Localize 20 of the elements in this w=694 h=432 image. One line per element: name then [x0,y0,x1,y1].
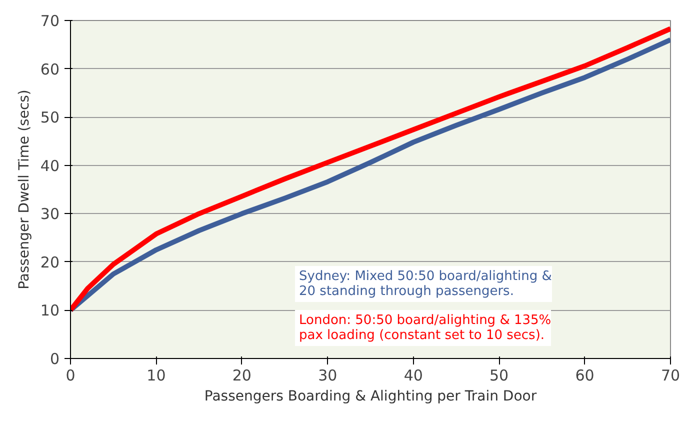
x-tick-label: 0 [66,366,76,384]
y-axis-title: Passenger Dwell Time (secs) [16,90,32,290]
x-tick-label: 60 [575,366,594,384]
y-tick-label: 10 [40,302,60,320]
y-tick-label: 50 [40,108,60,127]
text: London: 50:50 board/alighting & 135% pax loading (constant set to 10 secs). [299,312,552,345]
x-axis-title: Passengers Boarding & Alighting per Train Door [204,388,537,404]
x-tick-label: 40 [404,366,423,384]
x-tick-label: 30 [318,366,338,384]
y-tick-label: 0 [50,350,60,368]
x-tick-label: 20 [232,366,252,384]
x-tick-label: 10 [146,366,166,384]
y-tick-label: 30 [40,205,60,224]
y-tick-label: 60 [40,60,60,78]
y-tick-label: 40 [40,156,60,175]
text: Sydney: Mixed 50:50 board/alighting & 20 standing through passengers. [299,268,552,301]
y-tick-label: 70 [40,12,60,30]
x-tick-label: 50 [490,366,509,384]
x-tick-label: 70 [660,366,680,384]
y-tick-label: 20 [40,253,60,272]
